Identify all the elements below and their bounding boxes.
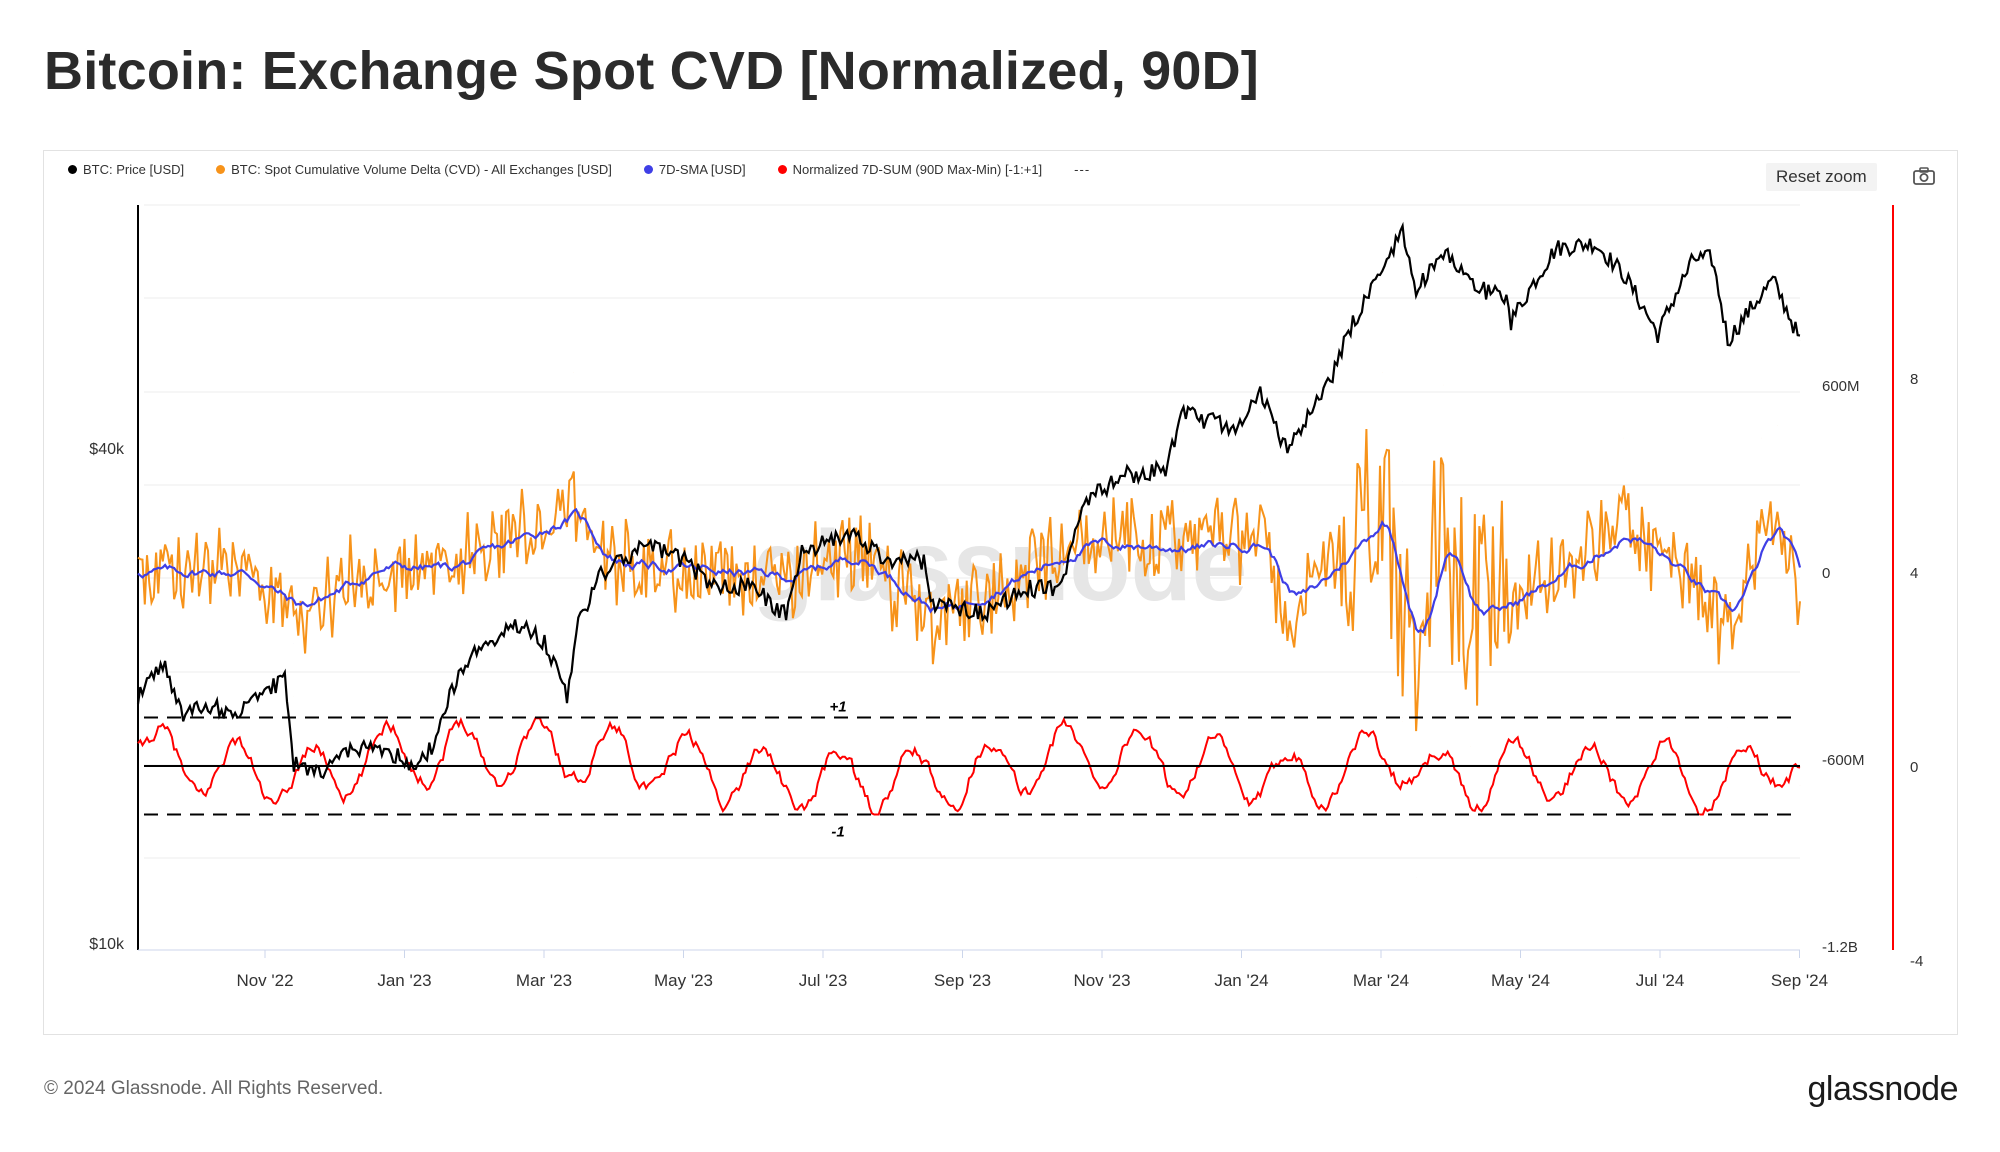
series-line-price	[136, 221, 1801, 780]
x-tick-label-8: Mar '24	[1353, 971, 1409, 990]
page-title: Bitcoin: Exchange Spot CVD [Normalized, …	[44, 41, 1259, 101]
legend-dot-normalized-icon	[777, 165, 787, 174]
normalized-tick-label-0: 8	[1910, 371, 1918, 388]
x-tick-label-3: May '23	[654, 971, 713, 990]
legend-item-normalized[interactable]: Normalized 7D-SUM (90D Max-Min) [-1:+1]	[777, 162, 1043, 177]
normalized-tick-label-2: 0	[1910, 759, 1918, 776]
reset-zoom-button[interactable]: Reset zoom	[1766, 163, 1877, 191]
reference-label-upper: +1	[829, 699, 846, 716]
x-tick-label-9: May '24	[1491, 971, 1550, 990]
price-tick-label-0: $40k	[89, 441, 125, 458]
series-layer	[136, 221, 1802, 878]
x-tick-label-4: Jul '23	[799, 971, 848, 990]
reference-label-lower: -1	[831, 824, 844, 841]
cvd-tick-label-3: -1.2B	[1822, 939, 1858, 956]
legend-item-cvd[interactable]: BTC: Spot Cumulative Volume Delta (CVD) …	[216, 162, 612, 177]
axes	[137, 205, 1894, 951]
legend-label-cvd: BTC: Spot Cumulative Volume Delta (CVD) …	[231, 162, 612, 177]
camera-icon[interactable]	[1912, 166, 1936, 186]
cvd-tick-label-1: 0	[1822, 565, 1830, 582]
normalized-tick-label-1: 4	[1910, 565, 1918, 582]
cvd-tick-label-0: 600M	[1822, 378, 1860, 395]
footer-logo[interactable]: glassnode	[1807, 1070, 1958, 1108]
series-line-normalized	[137, 716, 1801, 816]
x-tick-label-10: Jul '24	[1636, 971, 1685, 990]
x-tick-label-11: Sep '24	[1771, 971, 1828, 990]
price-tick-label-1: $10k	[89, 936, 125, 953]
x-tick-label-7: Jan '24	[1214, 971, 1268, 990]
series-line-sma	[137, 507, 1802, 634]
legend-dot-sma-icon	[643, 165, 653, 174]
legend-label-normalized: Normalized 7D-SUM (90D Max-Min) [-1:+1]	[792, 162, 1043, 177]
footer-copyright: © 2024 Glassnode. All Rights Reserved.	[44, 1078, 384, 1099]
x-tick-label-2: Mar '23	[516, 971, 572, 990]
x-tick-label-1: Jan '23	[377, 971, 431, 990]
legend-item-sma[interactable]: 7D-SMA [USD]	[643, 162, 746, 177]
legend-label-price: BTC: Price [USD]	[83, 162, 185, 177]
reference-lines: +1 -1	[144, 699, 1800, 841]
x-tick-label-0: Nov '22	[236, 971, 293, 990]
x-tick-label-5: Sep '23	[934, 971, 991, 990]
legend-label-sma: 7D-SMA [USD]	[658, 162, 746, 177]
axis-labels: Nov '22 Jan '23 Mar '23 May '23 Jul '23 Sep '…	[89, 371, 1923, 990]
series-line-cvd	[137, 428, 1801, 732]
legend-dot-cvd-icon	[216, 165, 226, 174]
normalized-tick-label-3: -4	[1910, 953, 1923, 970]
x-tick-label-6: Nov '23	[1073, 971, 1130, 990]
legend-dot-price-icon	[68, 165, 77, 174]
legend-more[interactable]: ---	[1074, 162, 1091, 177]
legend-item-price[interactable]: BTC: Price [USD]	[68, 162, 184, 177]
cvd-tick-label-2: -600M	[1822, 752, 1865, 769]
chart-legend: BTC: Price [USD] BTC: Spot Cumulative Vo…	[68, 162, 1090, 177]
